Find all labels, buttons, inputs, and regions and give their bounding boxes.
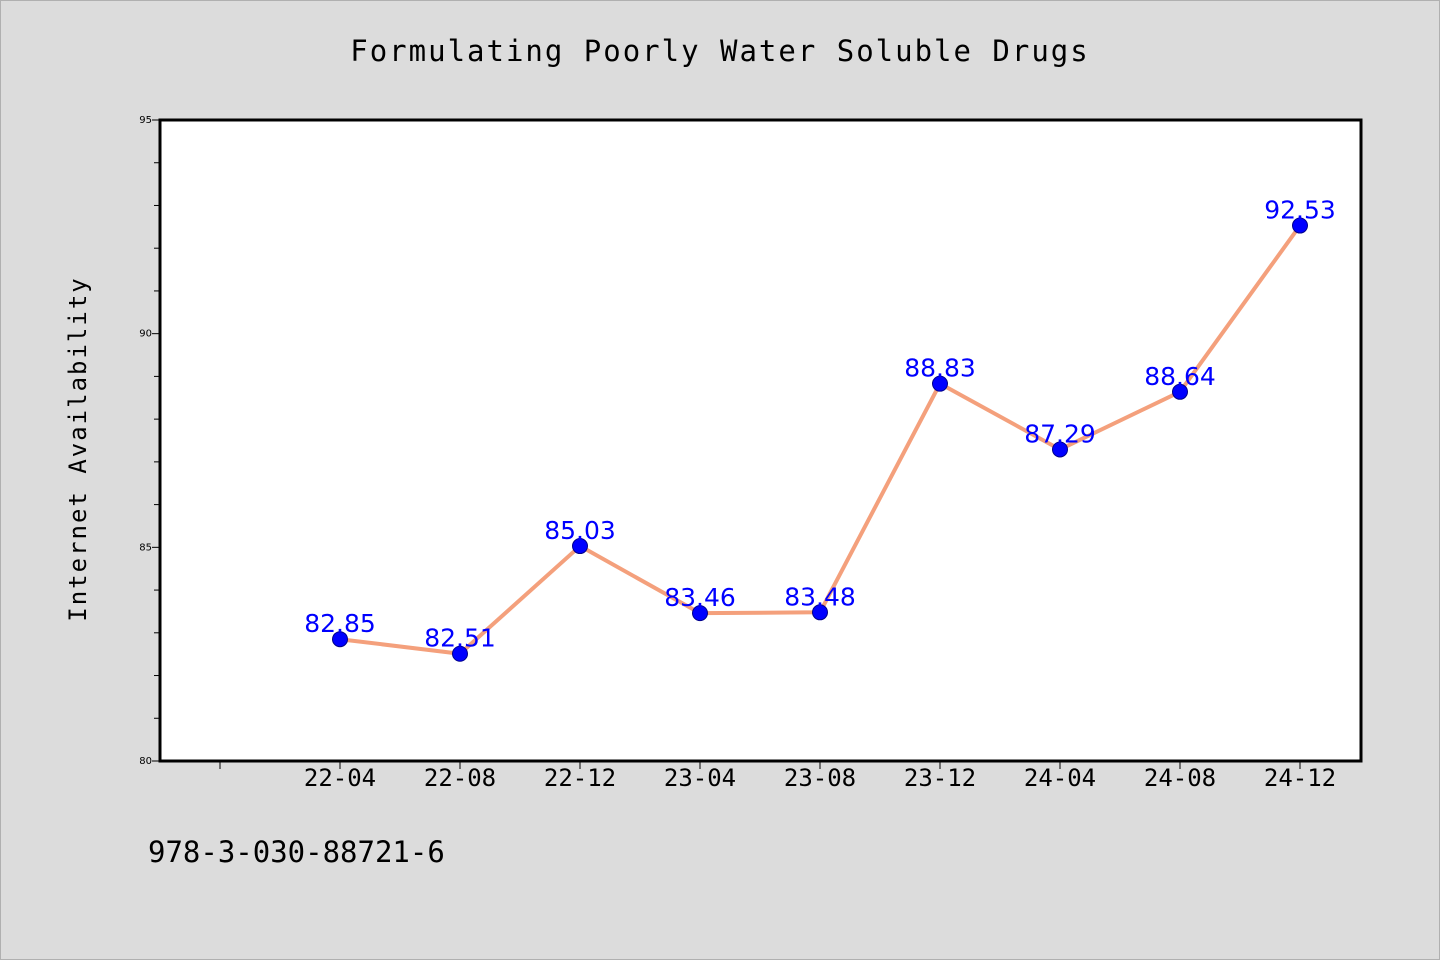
data-point bbox=[452, 645, 468, 662]
series-points-group bbox=[332, 217, 1308, 662]
data-point bbox=[572, 538, 588, 555]
data-label: 82.51 bbox=[424, 624, 496, 653]
x-tick-label: 23-12 bbox=[904, 764, 976, 792]
x-tick-label: 22-04 bbox=[304, 764, 376, 792]
data-point bbox=[332, 631, 348, 648]
isbn-text: 978-3-030-88721-6 bbox=[148, 835, 445, 869]
x-tick-label: 23-08 bbox=[784, 764, 856, 792]
x-tick-label: 24-08 bbox=[1144, 764, 1216, 792]
data-label: 92.53 bbox=[1264, 196, 1336, 225]
x-tick-label: 24-04 bbox=[1024, 764, 1096, 792]
y-tick-label: 85 bbox=[139, 542, 152, 553]
x-tick-label: 23-04 bbox=[664, 764, 736, 792]
data-labels-group: 82.85 82.51 85.03 83.46 83.48 88.83 87.29 88.64… bbox=[304, 196, 1336, 653]
data-point bbox=[932, 375, 948, 392]
chart-title: Formulating Poorly Water Soluble Drugs bbox=[350, 34, 1090, 68]
data-label: 88.64 bbox=[1144, 362, 1216, 391]
data-point bbox=[1292, 217, 1308, 234]
x-tick-label: 22-08 bbox=[424, 764, 496, 792]
data-label: 83.46 bbox=[664, 583, 736, 612]
y-tick-label: 95 bbox=[139, 115, 152, 126]
data-label: 83.48 bbox=[784, 582, 856, 611]
x-tick-label: 22-12 bbox=[544, 764, 616, 792]
data-label: 88.83 bbox=[904, 354, 976, 383]
data-point bbox=[692, 605, 708, 622]
data-label: 82.85 bbox=[304, 609, 376, 638]
data-label: 87.29 bbox=[1024, 419, 1096, 448]
y-tick-label: 80 bbox=[139, 756, 152, 767]
plot-area bbox=[158, 118, 1363, 763]
data-label: 85.03 bbox=[544, 516, 616, 545]
y-axis-label: Internet Availability bbox=[64, 276, 92, 621]
y-tick-label: 90 bbox=[139, 329, 152, 340]
data-point bbox=[1172, 383, 1188, 400]
data-point bbox=[812, 604, 828, 621]
x-tick-label: 24-12 bbox=[1264, 764, 1336, 792]
x-axis: 22-04 22-08 22-12 23-04 23-08 23-12 24-04 24-08… bbox=[219, 761, 1336, 792]
data-point bbox=[1052, 441, 1068, 458]
y-axis: 80 85 90 95 bbox=[139, 115, 160, 767]
